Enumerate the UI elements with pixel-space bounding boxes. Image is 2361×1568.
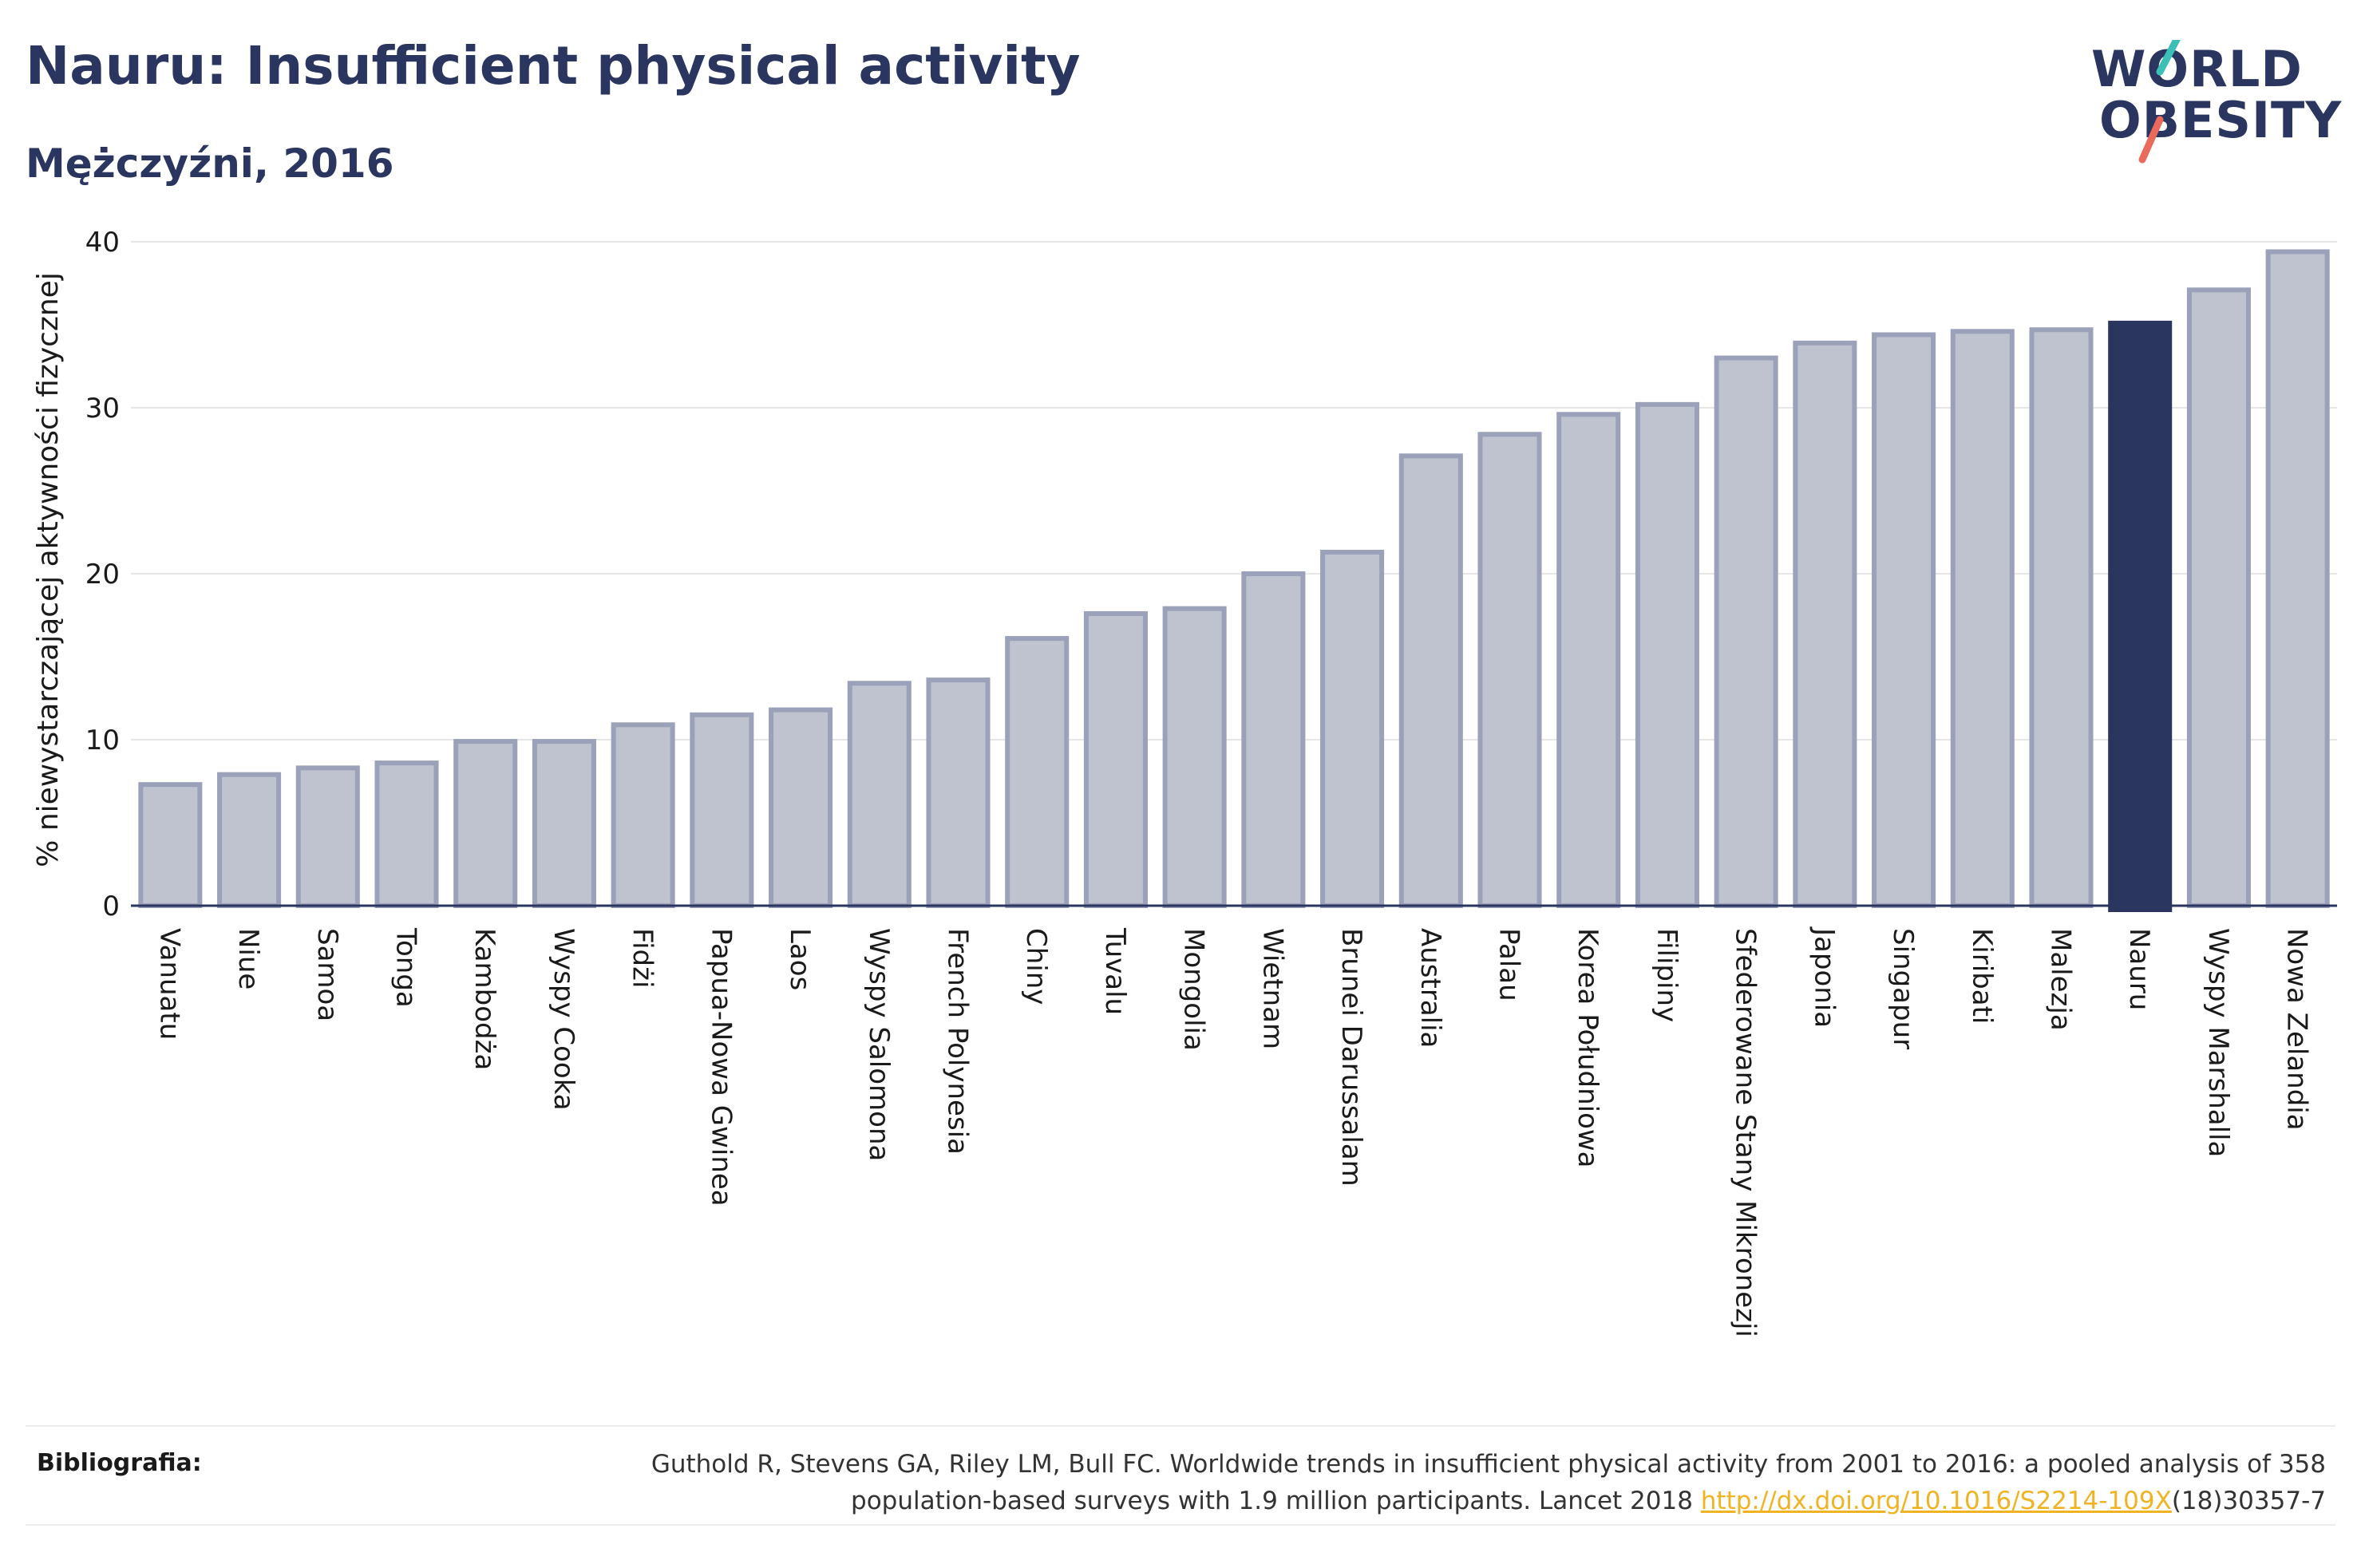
bar-tuvalu [1083, 610, 1148, 908]
world-obesity-logo[interactable]: WORLD OBESITY [2083, 40, 2347, 168]
bar-french-polynesia [926, 677, 991, 908]
bar-mongolia [1162, 606, 1227, 908]
x-tick-label: Kambodża [469, 928, 500, 1070]
logo-slash-coral [2138, 116, 2164, 164]
bar-filipiny [1635, 401, 1699, 908]
bar-chiny [1005, 636, 1070, 908]
x-tick-label: Laos [784, 928, 816, 990]
bar-wyspy-marshalla [2186, 287, 2251, 908]
x-tick-label: Tuvalu [1099, 927, 1131, 1015]
bar-chart: 0 10 20 30 40 % niewystarczającej aktywności … [32, 227, 2337, 1337]
x-tick-label: Vanuatu [153, 928, 185, 1040]
x-tick-label: French Polynesia [942, 928, 974, 1155]
x-tick-label: Niue [232, 928, 264, 989]
y-tick-label: 30 [85, 393, 120, 425]
x-tick-label: Wietnam [1256, 928, 1288, 1049]
x-tick-label: Chiny [1020, 928, 1052, 1005]
bar-nauru [2108, 320, 2173, 913]
bibliography-text: Guthold R, Stevens GA, Riley LM, Bull FC… [490, 1446, 2326, 1519]
x-tick-label: Fidżi [627, 928, 658, 988]
bar-papua-nowa-gwinea [690, 712, 754, 908]
bibliography-line2-suffix: (18)30357-7 [2171, 1487, 2326, 1515]
page-subtitle: Mężczyźni, 2016 [26, 140, 394, 187]
bar-sfederowane-stany-mikronezji [1714, 355, 1778, 909]
logo-word-world: WORLD [2091, 40, 2303, 98]
logo-slash-icon [2138, 40, 2181, 164]
bar-palau [1477, 432, 1542, 908]
x-tick-label: Mongolia [1178, 928, 1210, 1051]
bar-tonga [374, 760, 439, 908]
x-tick-label: Kiribati [1966, 928, 1998, 1024]
bibliography-line1: Guthold R, Stevens GA, Riley LM, Bull FC… [651, 1450, 2326, 1479]
footer-divider-top [26, 1425, 2335, 1427]
x-tick-label: Nauru [2123, 928, 2155, 1010]
x-tick-label: Wyspy Marshalla [2202, 928, 2234, 1157]
x-tick-label: Malezja [2045, 928, 2077, 1031]
bar-samoa [295, 765, 360, 908]
bar-korea-południowa [1556, 412, 1621, 908]
page-title: Nauru: Insufficient physical activity [26, 35, 1081, 97]
x-tick-label: Sfederowane Stany Mikronezji [1730, 928, 1762, 1337]
bar-nowa-zelandia [2265, 249, 2330, 909]
bar-kiribati [1950, 329, 2015, 908]
x-tick-label: Samoa [311, 928, 343, 1021]
bar-singapur [1872, 332, 1936, 909]
bibliography-line2-prefix: population-based surveys with 1.9 millio… [851, 1487, 1701, 1515]
y-tick-label: 20 [85, 559, 120, 590]
bar-vanuatu [138, 782, 203, 908]
y-tick-label: 10 [85, 725, 120, 756]
bar-wietnam [1241, 571, 1306, 908]
bar-wyspy-salomona [847, 681, 912, 909]
bar-laos [769, 707, 833, 908]
x-tick-label: Tonga [390, 927, 422, 1008]
x-tick-label: Korea Południowa [1572, 928, 1604, 1168]
x-tick-label: Brunei Darussalam [1335, 928, 1367, 1187]
logo-slash-teal [2156, 40, 2181, 76]
bar-brunei-darussalam [1320, 549, 1385, 909]
x-tick-label: Wyspy Cooka [548, 928, 579, 1111]
y-axis-title: % niewystarczającej aktywności fizycznej [32, 272, 65, 867]
x-tick-label: Nowa Zelandia [2281, 928, 2313, 1131]
bar-fidżi [611, 722, 675, 909]
x-tick-label: Japonia [1808, 926, 1840, 1028]
bibliography-doi-link[interactable]: http://dx.doi.org/10.1016/S2214-109X [1700, 1487, 2172, 1515]
bar-australia [1398, 453, 1463, 908]
bar-wyspy-cooka [532, 739, 596, 909]
x-tick-label: Filipiny [1651, 928, 1683, 1022]
y-tick-label: 0 [102, 891, 120, 922]
bar-niue [217, 772, 282, 908]
logo-word-obesity: OBESITY [2099, 91, 2343, 149]
x-tick-label: Palau [1493, 928, 1525, 1001]
x-tick-label: Australia [1414, 928, 1446, 1048]
bibliography-label: Bibliografia: [37, 1449, 202, 1477]
footer-divider-bottom [26, 1524, 2335, 1526]
bar-japonia [1793, 340, 1857, 908]
x-tick-label: Wyspy Salomona [863, 928, 895, 1161]
bar-kambodża [453, 739, 518, 909]
y-tick-label: 40 [85, 227, 120, 259]
bar-malezja [2029, 327, 2094, 908]
x-tick-label: Papua-Nowa Gwinea [705, 928, 737, 1207]
x-tick-label: Singapur [1887, 928, 1919, 1049]
